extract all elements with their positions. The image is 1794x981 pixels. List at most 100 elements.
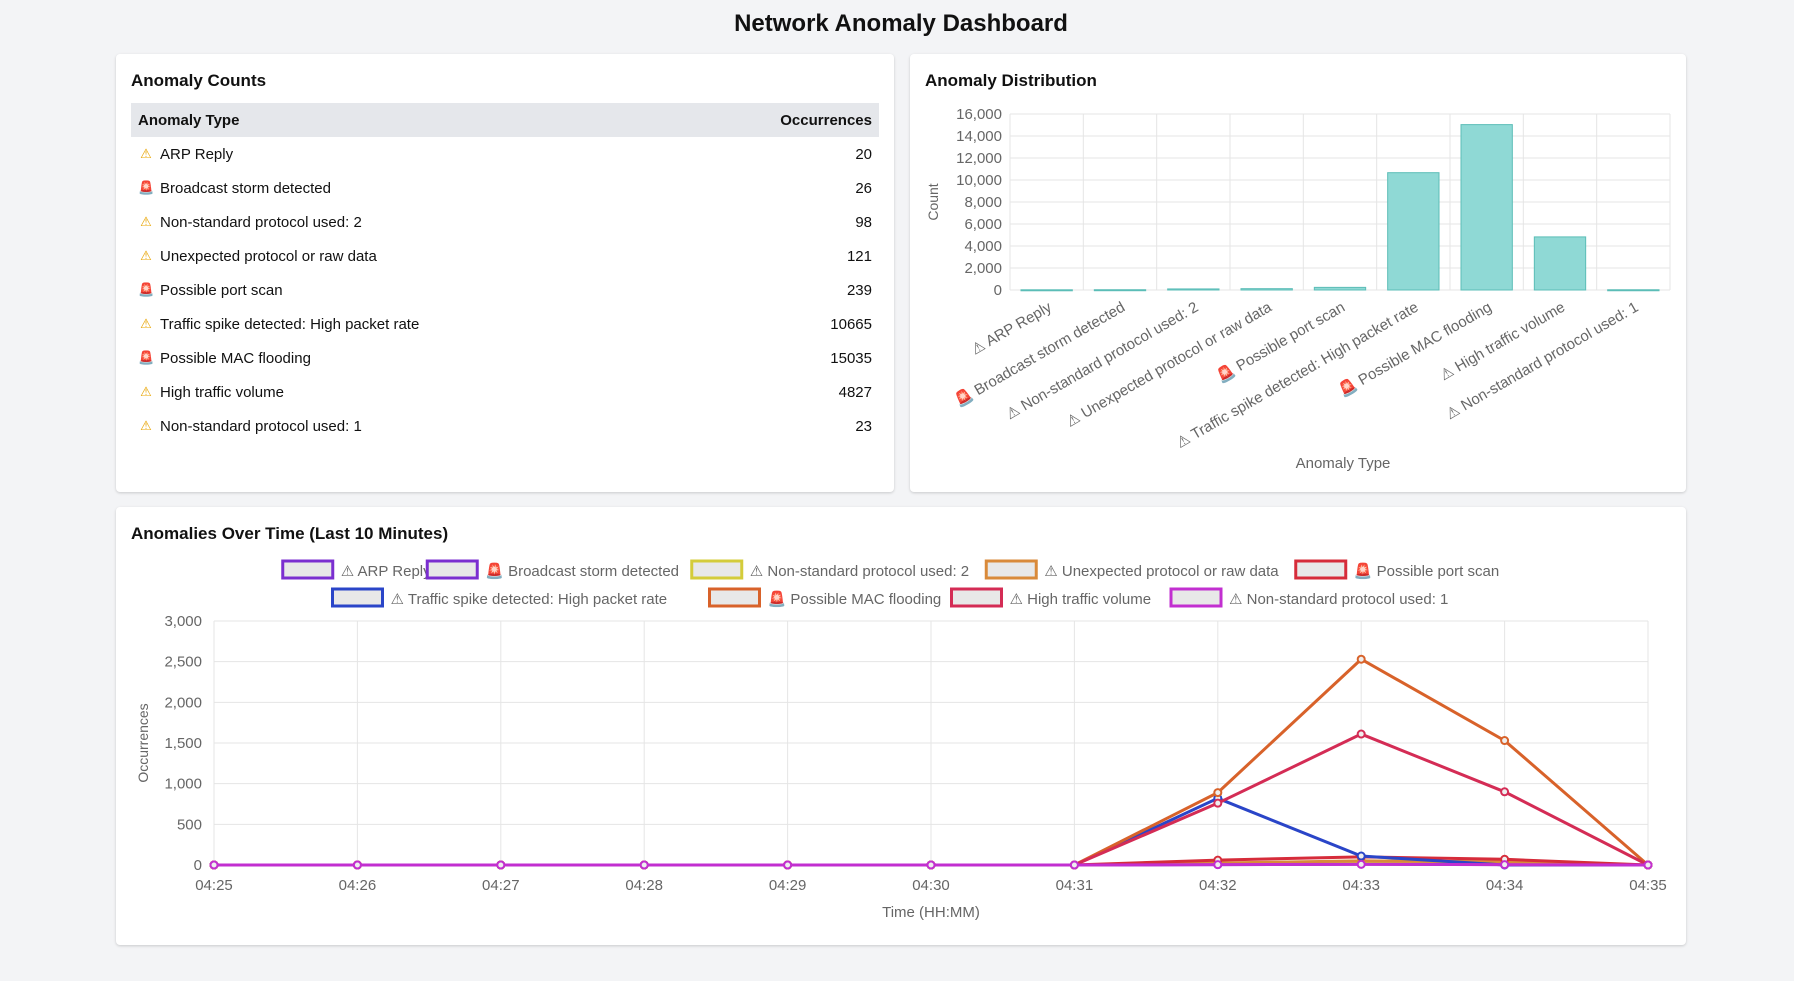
legend-label: ⚠ Non-standard protocol used: 1: [1229, 591, 1448, 608]
anomaly-counts-title: Anomaly Counts: [131, 71, 267, 90]
warning-icon: ⚠: [140, 146, 152, 161]
anomalies-over-time-chart[interactable]: 0 500 1,000 1,500 2,000 2,500 3,000 04:25 04:26 0…: [116, 507, 1686, 945]
column-header-occurrences: Occurrences: [681, 103, 879, 137]
data-point: [639, 860, 649, 870]
occurrences-cell: 20: [855, 145, 872, 163]
anomalies-over-time-title: Anomalies Over Time (Last 10 Minutes): [131, 524, 449, 543]
x-axis-label: Time (HH:MM): [882, 904, 980, 921]
y-tick-label: 1,500: [164, 735, 202, 752]
bar: [1167, 288, 1220, 291]
legend-swatch: [984, 559, 1038, 580]
y-tick-label: 500: [177, 816, 202, 833]
x-tick-label: 04:32: [1199, 877, 1237, 894]
anomaly-type-label: Possible port scan: [160, 281, 283, 299]
occurrences-cell: 26: [855, 179, 872, 197]
occurrences-cell: 10665: [830, 315, 872, 333]
table-row: ⚠ Traffic spike detected: High packet rat…: [131, 307, 879, 341]
x-tick-label: 04:26: [339, 877, 377, 894]
data-point: [1069, 860, 1079, 870]
anomaly-type-cell: ⚠ Non-standard protocol used: 2: [131, 205, 682, 239]
x-tick-label: 🚨 Possible port scan: [1213, 298, 1348, 386]
warning-icon: ⚠: [140, 248, 152, 263]
anomaly-type-label: Non-standard protocol used: 1: [160, 417, 362, 435]
data-point: [1356, 859, 1366, 869]
anomaly-distribution-card: Anomaly Distribution 0 2,000 4,000 6,000 8,0…: [910, 54, 1686, 492]
x-tick-label: 04:28: [625, 877, 663, 894]
legend-label: 🚨 Possible port scan: [1354, 562, 1499, 580]
occurrences-cell: 121: [846, 247, 872, 265]
warning-icon: ⚠: [140, 214, 152, 229]
alarm-icon: 🚨: [138, 180, 155, 195]
x-tick-label: 04:31: [1056, 877, 1094, 894]
y-tick-label: 0: [194, 857, 202, 874]
x-tick-label: ⚠ High traffic volume: [1437, 299, 1568, 385]
data-point: [352, 860, 362, 870]
anomaly-distribution-title: Anomaly Distribution: [925, 71, 1097, 90]
bar: [1533, 236, 1587, 291]
occurrences-cell: 15035: [830, 349, 872, 367]
legend-label: ⚠ Unexpected protocol or raw data: [1044, 563, 1279, 580]
y-tick-label: 6,000: [964, 216, 1002, 233]
y-tick-label: 10,000: [956, 172, 1002, 189]
legend-swatch: [708, 587, 761, 608]
y-tick-label: 3,000: [164, 613, 202, 630]
x-tick-label: 04:25: [195, 877, 233, 894]
anomaly-type-cell: ⚠ ARP Reply: [131, 137, 682, 171]
anomaly-counts-card: Anomaly Counts Anomaly Type Occurrences …: [116, 54, 894, 492]
column-header-anomaly-type: Anomaly Type: [131, 103, 682, 137]
legend-label: ⚠ High traffic volume: [1010, 591, 1152, 608]
legend-label: 🚨 Broadcast storm detected: [485, 562, 679, 580]
legend-label: ⚠ Non-standard protocol used: 2: [750, 563, 969, 580]
x-tick-label: 04:27: [482, 877, 520, 894]
y-tick-label: 1,000: [164, 776, 202, 793]
y-tick-label: 4,000: [964, 238, 1002, 255]
data-point: [1643, 860, 1653, 870]
occurrences-cell: 239: [846, 281, 872, 299]
x-tick-label: 04:35: [1629, 877, 1667, 894]
anomaly-type-cell: ⚠ Unexpected protocol or raw data: [131, 239, 682, 273]
y-tick-label: 2,000: [964, 260, 1002, 277]
anomaly-type-label: Non-standard protocol used: 2: [160, 213, 362, 231]
warning-icon: ⚠: [140, 418, 152, 433]
table-body: ⚠ ARP Reply 20 🚨 Broadcast storm detected 26 ⚠…: [131, 137, 879, 443]
legend-swatch: [1294, 559, 1348, 580]
anomaly-type-label: Unexpected protocol or raw data: [160, 247, 377, 265]
anomaly-counts-table: Anomaly Type Occurrences ⚠ ARP Reply 20 🚨 Br…: [131, 103, 879, 443]
table-row: 🚨 Broadcast storm detected 26: [131, 171, 879, 205]
bar: [1387, 172, 1440, 291]
table-row: ⚠ Non-standard protocol used: 2 98: [131, 205, 879, 239]
occurrences-cell: 98: [855, 213, 872, 231]
y-axis-label: Occurrences: [135, 703, 151, 782]
anomaly-distribution-chart[interactable]: 0 2,000 4,000 6,000 8,000 10,000 12,000 14,000 1…: [910, 54, 1686, 492]
bar: [1460, 124, 1513, 291]
table-row: 🚨 Possible MAC flooding 15035: [131, 341, 879, 375]
data-point: [1213, 798, 1223, 808]
table-row: ⚠ ARP Reply 20: [131, 137, 879, 171]
page-title: Network Anomaly Dashboard: [734, 10, 1068, 37]
table-row: ⚠ Non-standard protocol used: 1 23: [131, 409, 879, 443]
bar: [1020, 289, 1073, 292]
x-axis-label: Anomaly Type: [1296, 455, 1391, 472]
occurrences-cell: 23: [855, 417, 872, 435]
bar: [1240, 288, 1293, 291]
anomaly-type-label: ARP Reply: [160, 145, 234, 163]
legend-swatch: [425, 559, 479, 580]
data-point: [1356, 729, 1366, 739]
anomaly-type-label: High traffic volume: [160, 383, 284, 401]
anomaly-type-cell: 🚨 Possible MAC flooding: [131, 341, 682, 375]
anomalies-over-time-card: Anomalies Over Time (Last 10 Minutes) 0 5…: [116, 507, 1686, 945]
table-row: 🚨 Possible port scan 239: [131, 273, 879, 307]
data-point: [783, 860, 793, 870]
data-point: [1356, 851, 1366, 861]
anomaly-type-label: Broadcast storm detected: [160, 179, 331, 197]
legend-label: ⚠ Traffic spike detected: High packet ra…: [391, 591, 668, 608]
y-axis-label: Count: [925, 183, 941, 220]
data-point: [1356, 654, 1366, 664]
anomaly-type-cell: 🚨 Possible port scan: [131, 273, 682, 307]
anomaly-type-label: Traffic spike detected: High packet rate: [160, 315, 420, 333]
data-point: [1213, 860, 1223, 870]
warning-icon: ⚠: [140, 316, 152, 331]
bar: [1093, 289, 1147, 292]
legend-swatch: [690, 559, 744, 580]
y-tick-label: 16,000: [956, 106, 1002, 123]
